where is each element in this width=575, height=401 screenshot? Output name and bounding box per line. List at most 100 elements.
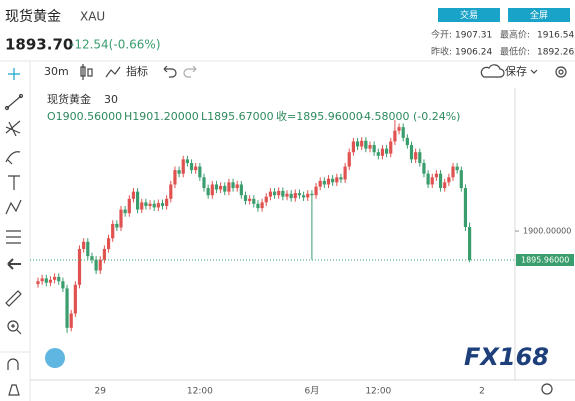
candle-body: [90, 256, 94, 260]
fullscreen-button[interactable]: [508, 8, 570, 22]
candle-body: [148, 203, 152, 206]
chart-type-icon[interactable]: [80, 64, 93, 80]
candle-body: [36, 281, 40, 285]
candle-body: [48, 279, 53, 283]
candle-body: [119, 209, 123, 228]
last-price-label: 1895.96000: [521, 256, 569, 265]
undo-icon[interactable]: [163, 65, 177, 78]
stat-label: 今开:: [431, 29, 452, 41]
price-change: -12.54(-0.66%): [70, 38, 161, 52]
save-menu-icon[interactable]: [530, 69, 538, 74]
candle-body: [468, 227, 472, 261]
instrument-symbol: XAU: [80, 10, 105, 24]
candle-body: [165, 198, 169, 206]
candle-body: [98, 259, 102, 271]
candle-body: [397, 127, 401, 131]
legend-high: H1901.20000: [124, 110, 199, 123]
candle-body: [343, 166, 347, 180]
candle-body: [310, 193, 314, 196]
stat-label: 最高价:: [500, 29, 530, 41]
candle-body: [268, 191, 272, 197]
cloud-icon[interactable]: [480, 64, 505, 78]
x-tick-label: 12:00: [365, 387, 391, 397]
candle-body: [347, 152, 351, 167]
watermark: FX168: [464, 343, 549, 371]
stat-value: 1906.24: [455, 48, 492, 58]
candle-body: [376, 152, 380, 156]
candle-body: [314, 186, 318, 196]
current-price: 1893.70: [5, 36, 73, 54]
stat-label: 昨收:: [431, 46, 452, 58]
candle-body: [389, 141, 393, 154]
candle-body: [185, 159, 189, 163]
candle-body: [131, 191, 136, 199]
candle-body: [40, 278, 44, 282]
candle-body: [331, 178, 335, 183]
legend-open: O1900.56000: [47, 110, 122, 123]
interval-button[interactable]: 30m: [44, 65, 69, 78]
x-tick-label: 12:00: [187, 387, 213, 397]
save-button[interactable]: 保存: [505, 64, 527, 78]
candle-body: [160, 203, 165, 206]
candle-body: [127, 198, 131, 214]
legend-change: -4.58000 (-0.24%): [360, 110, 460, 123]
candle-body: [372, 145, 376, 153]
candle-body: [289, 193, 293, 199]
candle-body: [264, 196, 268, 203]
candle-body: [152, 203, 156, 208]
trade-button-label[interactable]: 交易: [460, 9, 478, 21]
candle-body: [94, 259, 98, 271]
candle-body: [248, 198, 252, 201]
legend-name: 现货黄金: [47, 92, 91, 106]
candle-body: [115, 223, 119, 228]
candle-body: [364, 140, 368, 149]
stat-value: 1907.31: [455, 31, 492, 41]
candle-body: [223, 185, 227, 192]
candle-body: [451, 166, 455, 178]
candle-body: [418, 152, 422, 163]
candle-body: [322, 180, 326, 185]
candle-body: [409, 145, 414, 160]
candle-body: [293, 193, 297, 199]
settings-icon[interactable]: [555, 66, 567, 78]
candle-body: [368, 145, 372, 149]
candle-body: [339, 177, 343, 180]
candle-body: [335, 177, 339, 183]
x-tick-label: 6月: [305, 386, 320, 397]
candle-body: [44, 278, 48, 283]
settings-icon-core: [558, 69, 564, 75]
candle-body: [69, 313, 73, 328]
candle-body: [140, 202, 144, 210]
candle-body: [181, 159, 185, 174]
instrument-name: 现货黄金: [5, 8, 61, 25]
candle-body: [123, 209, 127, 214]
candle-body: [86, 241, 90, 257]
candle-body: [239, 184, 243, 196]
candle-body: [447, 177, 451, 183]
trade-button[interactable]: [438, 8, 500, 22]
candle-body: [252, 198, 256, 204]
indicator-icon[interactable]: [105, 66, 121, 78]
candle-body: [77, 248, 82, 285]
candle-body: [426, 173, 430, 185]
candle-body: [61, 281, 65, 289]
indicators-button[interactable]: 指标: [126, 64, 148, 78]
candle-body: [214, 184, 219, 190]
redo-icon[interactable]: [183, 65, 197, 78]
fullscreen-button-label[interactable]: 全屏: [530, 9, 548, 21]
candle-body: [156, 203, 160, 208]
candle-body: [405, 137, 409, 146]
candle-body: [235, 184, 239, 189]
candle-body: [198, 166, 202, 178]
drawing-tools[interactable]: [4, 68, 24, 396]
candle-body: [256, 203, 260, 209]
last-price-box: [516, 254, 574, 267]
x-tick-label: 29: [95, 387, 107, 397]
candle-body: [355, 141, 360, 147]
candle-body: [82, 241, 86, 249]
candle-body: [231, 182, 235, 189]
candle-body: [414, 152, 418, 160]
candle-body: [57, 276, 61, 282]
axis-settings-icon[interactable]: [541, 383, 553, 395]
